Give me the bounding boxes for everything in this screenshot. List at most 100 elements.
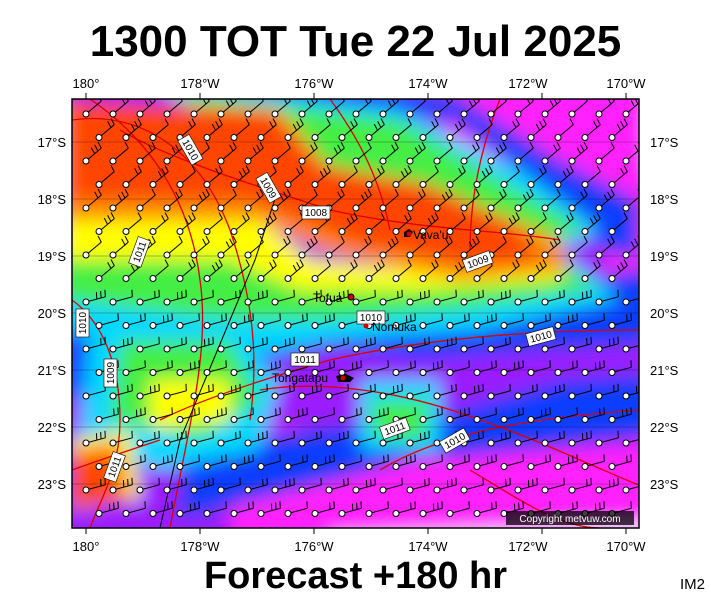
wind-station-dot (500, 134, 508, 141)
wind-barb-feather (137, 165, 142, 172)
wind-station-dot (568, 486, 576, 494)
wind-barb-feather (229, 99, 234, 105)
wind-station-dot (352, 439, 360, 447)
wind-barb-feather (360, 194, 366, 202)
wind-station-dot (82, 298, 90, 306)
wind-barb-feather (350, 215, 355, 222)
wind-barb-feather (454, 123, 460, 131)
wind-barb-feather (232, 235, 237, 243)
wind-station-dot (122, 510, 130, 517)
isobar-label-box (255, 171, 282, 204)
wind-station-dot (298, 392, 306, 400)
lon-label: 174°W (408, 76, 448, 91)
wind-station-dot (514, 298, 522, 306)
wind-barb-feather (110, 165, 115, 172)
wind-station-dot (109, 439, 117, 447)
isobar-label-text: 1009 (106, 361, 117, 384)
wind-barb-feather (400, 170, 406, 178)
wind-barb-feather (553, 99, 558, 105)
wind-barb-feather (99, 99, 102, 102)
wind-barb-feather (286, 188, 291, 196)
wind-barb-feather (218, 118, 223, 125)
wind-barb-feather (535, 264, 541, 272)
wind-station-dot (244, 439, 252, 447)
wind-station-dot (109, 110, 117, 118)
wind-barb-feather (512, 121, 517, 128)
wind-station-dot (203, 322, 211, 329)
wind-barb-feather (346, 217, 352, 225)
isobar-label-text: 1008 (305, 208, 328, 219)
wind-barb-feather (404, 215, 409, 222)
wind-station-dot (149, 228, 157, 235)
wind-station-dot (541, 157, 549, 165)
wind-barb-feather (259, 188, 264, 196)
wind-barb-feather (512, 215, 517, 222)
lon-label: 176°W (294, 539, 334, 554)
wind-barb-feather (164, 212, 169, 219)
wind-station-dot (176, 275, 184, 282)
wind-station-dot (217, 157, 225, 165)
wind-station-dot (311, 510, 319, 517)
wind-station-dot (298, 251, 306, 259)
wind-barb-feather (475, 235, 480, 243)
wind-barb-feather (454, 264, 460, 272)
wind-station-dot (514, 204, 522, 212)
wind-barb-feather (468, 100, 474, 108)
wind-station-dot (217, 204, 225, 212)
wind-station-dot (541, 298, 549, 306)
wind-barb-feather (137, 118, 142, 125)
wind-barb-feather (583, 235, 588, 243)
wind-station-dot (392, 463, 400, 470)
wind-station-dot (163, 345, 171, 353)
wind-barb-feather (542, 165, 547, 172)
wind-station-dot (460, 345, 468, 353)
wind-barb-feather (272, 165, 277, 172)
wind-station-dot (82, 157, 90, 165)
wind-station-dot (433, 439, 441, 447)
wind-barb-feather (580, 191, 585, 199)
wind-station-dot (163, 439, 171, 447)
wind-station-dot (568, 298, 576, 306)
wind-station-dot (82, 251, 90, 259)
wind-barb-feather (130, 123, 136, 131)
wind-barb-feather (225, 241, 231, 249)
wind-barb-feather (157, 170, 163, 178)
wind-barb-feather (207, 99, 210, 102)
wind-station-dot (109, 345, 117, 353)
isobar-label-box (379, 417, 411, 440)
wind-barb-feather (515, 165, 520, 172)
wind-barb-feather (421, 188, 426, 196)
wind-station-dot (230, 275, 238, 282)
wind-barb-feather (326, 165, 331, 172)
wind-station-dot (176, 510, 184, 517)
wind-station-dot (82, 110, 90, 118)
wind-barb-feather (488, 118, 493, 125)
wind-barb-feather (350, 262, 355, 269)
wind-barb-feather (380, 259, 385, 266)
wind-station-dot (82, 345, 90, 353)
wind-station-dot (298, 345, 306, 353)
wind-station-dot (163, 298, 171, 306)
wind-barb-feather (134, 168, 139, 175)
wind-barb-feather (205, 188, 210, 196)
wind-station-dot (136, 110, 144, 118)
wind-station-dot (163, 157, 171, 165)
wind-barb-feather (124, 235, 129, 243)
wind-station-dot (460, 298, 468, 306)
wind-barb-feather (299, 259, 304, 266)
wind-station-dot (217, 251, 225, 259)
wind-station-dot (568, 204, 576, 212)
wind-barb-feather (526, 191, 531, 199)
wind-station-dot (500, 416, 508, 423)
wind-barb-feather (488, 212, 493, 219)
wind-station-dot (109, 204, 117, 212)
wind-station-dot (203, 134, 211, 141)
wind-station-dot (379, 204, 387, 212)
wind-station-dot (419, 228, 427, 235)
wind-station-dot (433, 345, 441, 353)
wind-station-dot (95, 228, 103, 235)
wind-station-dot (136, 392, 144, 400)
map-title: 1300 TOT Tue 22 Jul 2025 (89, 17, 622, 66)
wind-barb-feather (286, 235, 291, 243)
wind-barb-feather (151, 235, 156, 243)
